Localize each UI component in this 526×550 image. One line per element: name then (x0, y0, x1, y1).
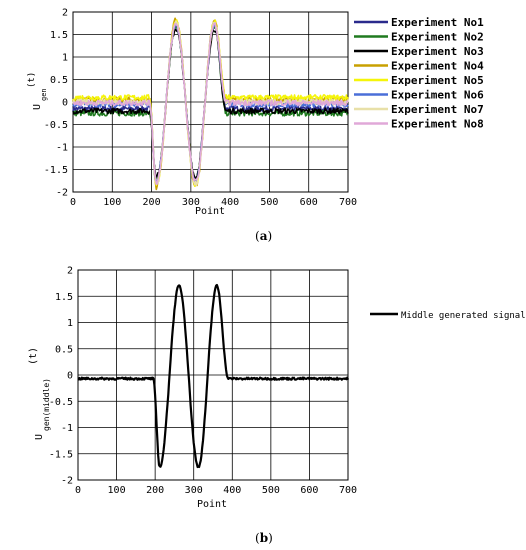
y-axis-label-b: U gen(middle) (t) (28, 347, 51, 440)
x-tick-label: 700 (339, 485, 357, 496)
legend-entry: Experiment No6 (391, 89, 484, 102)
x-tick-label: 200 (143, 197, 161, 208)
x-tick-label: 0 (70, 197, 76, 208)
legend-entry: Experiment No1 (391, 16, 484, 29)
x-ticks-a: 0 100 200 300 400 500 600 700 (70, 197, 357, 208)
x-tick-label: 500 (260, 197, 278, 208)
series-line-8 (72, 22, 349, 185)
x-tick-label: 300 (185, 485, 203, 496)
x-tick-label: 0 (75, 485, 81, 496)
y-tick-label: 0.5 (50, 75, 68, 86)
series-group-b (77, 283, 350, 469)
y-tick-label: -0.5 (49, 397, 73, 408)
panel-caption-a: (a) (255, 229, 272, 243)
y-tick-label: 1 (67, 318, 73, 329)
x-tick-label: 400 (223, 485, 241, 496)
y-tick-label: 1 (62, 53, 68, 64)
y-axis-label-sub-a: gen (40, 88, 48, 101)
panel-letter-b: b (260, 531, 268, 545)
y-tick-label: -1.5 (49, 449, 73, 460)
legend-entry: Experiment No2 (391, 31, 484, 44)
chart-panel-b: 0 100 200 300 400 500 600 700 2 1.5 1 0.5 0 -0.5 -1 -1… (28, 266, 526, 546)
grid-b (77, 269, 349, 481)
series-group-a (72, 17, 349, 191)
y-ticks-a: 2 1.5 1 0.5 0 -0.5 -1 -1.5 -2 (44, 8, 68, 199)
y-tick-label: -1.5 (44, 165, 68, 176)
y-ticks-b: 2 1.5 1 0.5 0 -0.5 -1 -1.5 -2 (49, 266, 73, 487)
legend-entry: Experiment No4 (391, 60, 484, 73)
legend-entry: Experiment No8 (391, 118, 484, 131)
y-tick-label: 2 (62, 8, 68, 19)
y-tick-label: -1 (61, 423, 73, 434)
y-tick-label: -1 (56, 143, 68, 154)
y-tick-label: -2 (61, 476, 73, 487)
x-tick-label: 100 (108, 485, 126, 496)
panel-caption-b: (b) (255, 531, 273, 545)
y-axis-label-arg-a: (t) (27, 72, 37, 88)
y-tick-label: -2 (56, 188, 68, 199)
y-axis-label-main-a: U (32, 104, 43, 110)
chart-panel-a: 0 100 200 300 400 500 600 700 2 1.5 1 0.5 0 -0.5 -1 -1… (27, 8, 484, 244)
x-tick-label: 600 (300, 485, 318, 496)
y-tick-label: 1.5 (55, 292, 73, 303)
y-tick-label: 0.5 (55, 344, 73, 355)
y-axis-label-arg-b: (t) (28, 347, 39, 365)
series-line-1 (77, 283, 350, 469)
x-tick-label: 500 (262, 485, 280, 496)
x-tick-label: 600 (300, 197, 318, 208)
y-tick-label: 1.5 (50, 30, 68, 41)
x-axis-label-a: Point (195, 206, 225, 217)
legend-entry: Experiment No3 (391, 45, 484, 58)
y-tick-label: -0.5 (44, 120, 68, 131)
x-tick-label: 700 (339, 197, 357, 208)
legend-b: Middle generated signal (370, 311, 526, 321)
y-tick-label: 2 (67, 266, 73, 277)
legend-entry: Experiment No5 (391, 74, 484, 87)
x-tick-label: 400 (221, 197, 239, 208)
y-axis-label-a: U gen (t) (27, 72, 48, 110)
x-axis-label-b: Point (197, 499, 227, 510)
x-tick-label: 300 (182, 197, 200, 208)
x-tick-label: 200 (146, 485, 164, 496)
x-ticks-b: 0 100 200 300 400 500 600 700 (75, 485, 357, 496)
y-axis-label-main-b: U (34, 434, 45, 440)
y-tick-label: 0 (62, 98, 68, 109)
x-tick-label: 100 (103, 197, 121, 208)
y-axis-label-sub-b: gen(middle) (42, 378, 51, 431)
panel-letter-a: a (260, 229, 268, 243)
legend-entry: Experiment No7 (391, 103, 484, 116)
y-tick-label: 0 (67, 371, 73, 382)
legend-entry: Middle generated signal (401, 311, 526, 321)
